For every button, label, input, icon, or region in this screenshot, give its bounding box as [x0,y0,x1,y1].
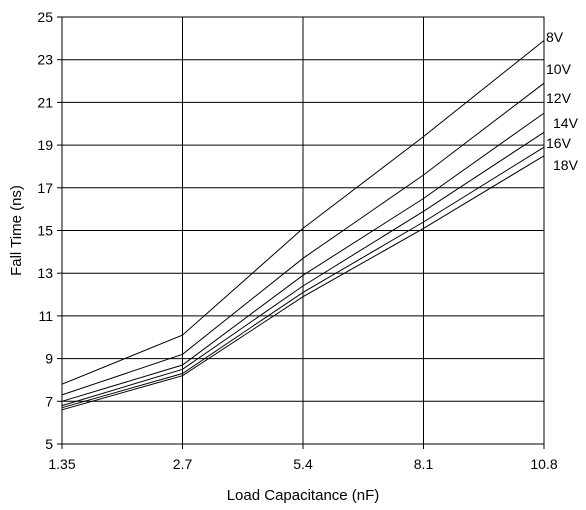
y-tick-label: 9 [45,351,53,367]
x-axis-label: Load Capacitance (nF) [227,487,380,504]
y-tick-label: 15 [37,223,53,239]
x-axis-ticks: 1.35 2.7 5.4 8.1 10.8 [48,444,558,472]
y-tick-label: 21 [37,94,53,110]
series-labels: 8V 10V 12V 14V 16V 18V [546,29,579,173]
series-label-10v: 10V [546,61,572,77]
y-tick-label: 13 [37,265,53,281]
y-axis-label: Fall Time (ns) [8,185,25,276]
x-tick-label: 2.7 [173,456,193,472]
series-lines [61,40,545,411]
y-tick-label: 25 [37,9,53,25]
x-tick-label: 1.35 [48,456,75,472]
series-label-14v: 14V [553,115,579,131]
x-tick-label: 5.4 [293,456,313,472]
y-tick-label: 17 [37,180,53,196]
x-tick-label: 8.1 [414,456,434,472]
series-line-16v [61,146,545,409]
series-line-12v [61,112,545,402]
series-label-8v: 8V [546,29,564,45]
series-line-10v [61,82,545,396]
y-tick-label: 23 [37,52,53,68]
y-tick-label: 19 [37,137,53,153]
y-tick-label: 11 [38,308,53,324]
series-label-16v: 16V [546,135,572,151]
series-line-18v [61,155,545,411]
series-line-14v [61,131,545,407]
series-label-12v: 12V [546,90,572,106]
series-line-8v [61,40,545,385]
x-tick-label: 10.8 [530,456,557,472]
y-tick-label: 7 [45,393,53,409]
y-tick-label: 5 [45,436,53,452]
y-axis-ticks: 5 7 9 11 13 15 17 19 21 23 25 [37,9,62,452]
series-label-18v: 18V [553,157,579,173]
